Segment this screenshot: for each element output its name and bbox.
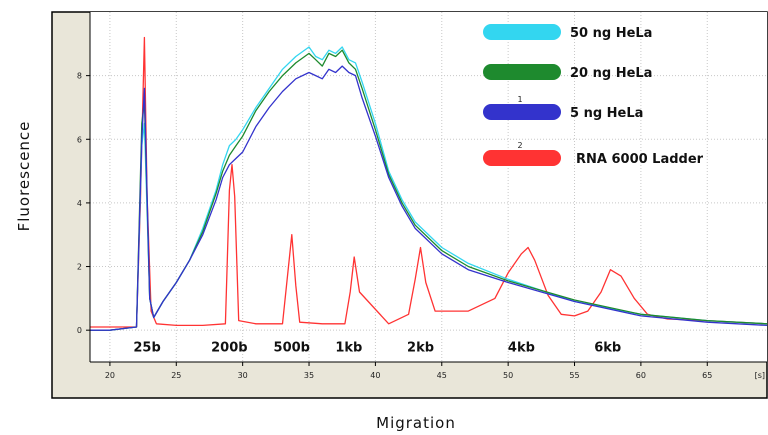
- series-line: [90, 65, 768, 331]
- x-tick-label: 50: [503, 371, 513, 380]
- y-tick-label: 2: [77, 263, 82, 272]
- x-tick-label: 55: [569, 371, 579, 380]
- axes: 20 25 30 35 40 45 50 55 60 65 [s] 0 2 4 6 8: [77, 12, 767, 380]
- size-annotations: 25b 200b 500b 1kb 2kb 4kb 6kb: [133, 341, 621, 356]
- y-axis-title: Fluorescence: [15, 121, 33, 232]
- x-tick-label: 65: [702, 371, 712, 380]
- size-label: 2kb: [407, 341, 434, 356]
- x-tick-label: 60: [636, 371, 646, 380]
- grid: [90, 12, 767, 362]
- legend-swatch: [483, 24, 561, 40]
- legend-label: 5 ng HeLa: [570, 106, 643, 121]
- legend-swatch: [483, 64, 561, 80]
- legend-label: RNA 6000 Ladder: [576, 152, 704, 167]
- legend-swatch: [483, 150, 561, 166]
- x-tick-label: 30: [238, 371, 248, 380]
- series-line: [90, 36, 768, 328]
- legend-marker: 1: [517, 95, 522, 104]
- y-tick-label: 8: [77, 72, 82, 81]
- legend-marker: 2: [517, 141, 522, 150]
- x-tick-label: 25: [171, 371, 181, 380]
- y-tick-label: 4: [77, 199, 82, 208]
- legend: 50 ng HeLa 20 ng HeLa 1 5 ng HeLa 2 RNA 6000 …: [483, 24, 704, 167]
- legend-swatch: [483, 104, 561, 120]
- legend-label: 50 ng HeLa: [570, 26, 652, 41]
- x-tick-label: 45: [437, 371, 447, 380]
- x-tick-label: 35: [304, 371, 314, 380]
- legend-label: 20 ng HeLa: [570, 66, 652, 81]
- x-unit-label: [s]: [755, 371, 765, 380]
- size-label: 200b: [211, 341, 247, 356]
- y-tick-label: 6: [77, 135, 82, 144]
- size-label: 25b: [133, 341, 160, 356]
- size-label: 4kb: [508, 341, 535, 356]
- x-axis-title: Migration: [376, 414, 456, 432]
- size-label: 1kb: [335, 341, 362, 356]
- plot-area: [90, 12, 767, 362]
- data-series: [90, 36, 768, 331]
- x-tick-label: 20: [105, 371, 115, 380]
- size-label: 6kb: [594, 341, 621, 356]
- x-tick-label: 40: [370, 371, 380, 380]
- size-label: 500b: [274, 341, 310, 356]
- y-tick-label: 0: [77, 326, 82, 335]
